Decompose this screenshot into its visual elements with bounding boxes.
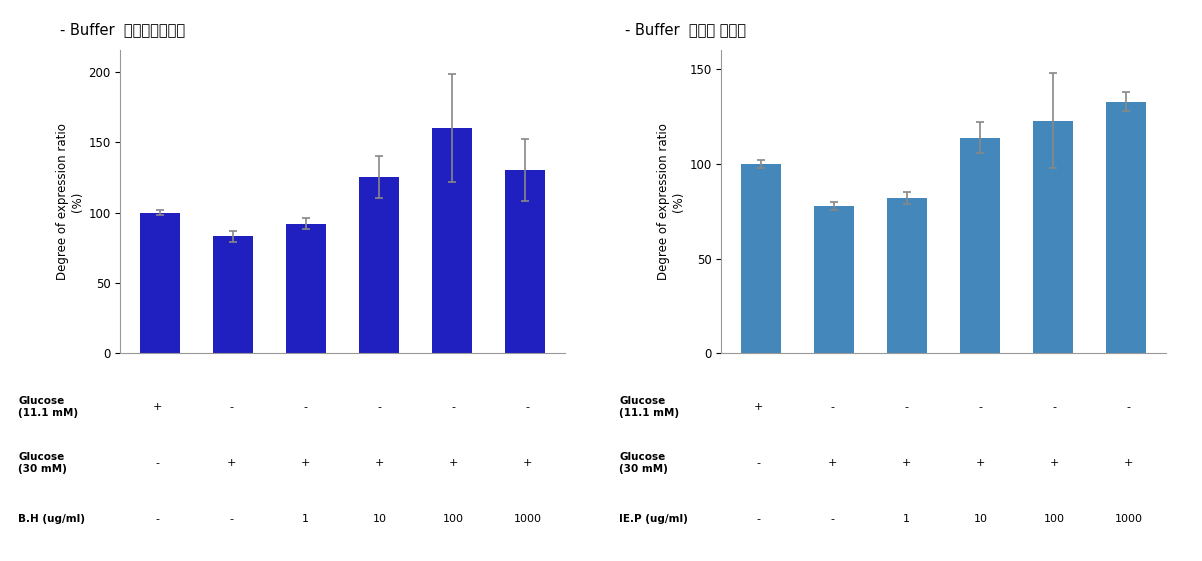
Bar [359,177,399,353]
Bar [432,128,472,353]
Text: -: - [831,514,834,524]
Text: +: + [523,458,532,468]
Bar [814,206,855,353]
Bar [141,213,180,353]
Text: +: + [902,458,911,468]
Text: -: - [155,514,159,524]
Text: Glucose
(30 mM): Glucose (30 mM) [619,452,668,473]
Text: -: - [452,402,456,412]
Text: -: - [1127,402,1131,412]
Text: 1000: 1000 [514,514,542,524]
Text: -: - [230,402,233,412]
Text: Glucose
(11.1 mM): Glucose (11.1 mM) [619,396,679,417]
Text: 10: 10 [373,514,387,524]
Text: 100: 100 [1045,514,1065,524]
Y-axis label: Degree of expression ratio
(%): Degree of expression ratio (%) [56,123,84,280]
Text: +: + [976,458,986,468]
Text: +: + [1051,458,1059,468]
Text: -: - [831,402,834,412]
Text: +: + [153,402,162,412]
Text: - Buffer  효소가수분해물: - Buffer 효소가수분해물 [60,22,185,38]
Bar [213,237,254,353]
Text: 100: 100 [444,514,464,524]
Text: +: + [828,458,837,468]
Y-axis label: Degree of expression ratio
(%): Degree of expression ratio (%) [657,123,685,280]
Text: Glucose
(11.1 mM): Glucose (11.1 mM) [18,396,78,417]
Bar [286,224,326,353]
Bar [1106,102,1146,353]
Text: -: - [304,402,308,412]
Text: - Buffer  에타노 침전물: - Buffer 에타노 침전물 [625,22,746,38]
Text: -: - [230,514,233,524]
Text: -: - [1053,402,1057,412]
Bar [960,137,1000,353]
Text: 10: 10 [974,514,988,524]
Text: -: - [756,514,760,524]
Text: 1000: 1000 [1115,514,1143,524]
Text: -: - [978,402,982,412]
Text: +: + [450,458,458,468]
Text: Glucose
(30 mM): Glucose (30 mM) [18,452,67,473]
Text: 1: 1 [903,514,910,524]
Text: +: + [375,458,385,468]
Text: -: - [155,458,159,468]
Text: +: + [300,458,310,468]
Text: B.H (ug/ml): B.H (ug/ml) [18,514,85,524]
Bar [742,164,781,353]
Text: -: - [526,402,530,412]
Text: -: - [905,402,909,412]
Text: -: - [377,402,381,412]
Text: IE.P (ug/ml): IE.P (ug/ml) [619,514,688,524]
Bar [1033,121,1073,353]
Text: +: + [754,402,763,412]
Text: +: + [227,458,236,468]
Bar [505,170,545,353]
Bar [887,198,927,353]
Text: +: + [1124,458,1133,468]
Text: 1: 1 [302,514,309,524]
Text: -: - [756,458,760,468]
